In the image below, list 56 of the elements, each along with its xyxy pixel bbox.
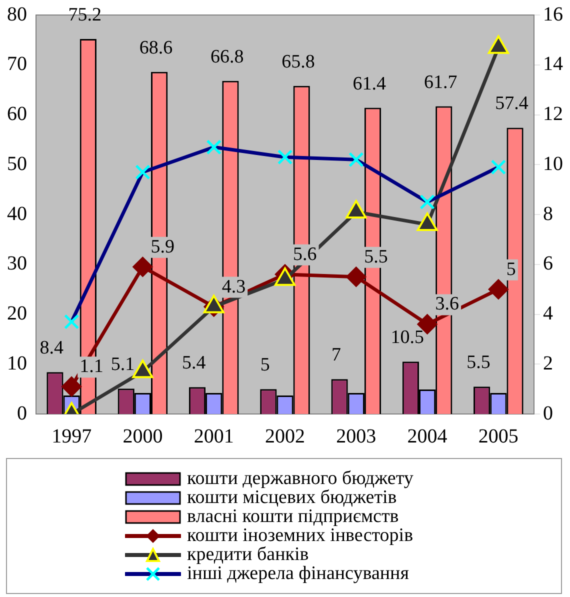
point <box>132 256 153 277</box>
x-tick-label: 2005 <box>478 425 518 448</box>
y2-tick-label: 12 <box>543 103 563 125</box>
y-tick-label: 20 <box>7 302 27 324</box>
legend-label: кредити банків <box>187 544 309 565</box>
point <box>346 266 366 287</box>
data-label: 5 <box>260 354 270 376</box>
y-tick-label: 70 <box>7 53 27 76</box>
y-tick-label: 60 <box>7 103 27 125</box>
data-label: 5.1 <box>110 354 135 376</box>
data-label: 4.3 <box>222 276 246 298</box>
data-label: 5.9 <box>150 236 174 258</box>
y-tick-label: 30 <box>7 252 27 275</box>
data-label: 5.5 <box>364 246 388 268</box>
y-tick-label: 40 <box>7 202 27 225</box>
x-tick-label: 2004 <box>407 425 448 448</box>
y-tick-label: 0 <box>17 402 27 424</box>
y2-tick-label: 2 <box>543 352 553 374</box>
data-label: 7 <box>331 344 341 366</box>
y2-tick-label: 0 <box>543 402 553 424</box>
data-label: 5 <box>506 258 516 280</box>
x-tick-label: 2003 <box>336 425 376 448</box>
data-label: 8.4 <box>40 338 64 359</box>
data-label: 61.7 <box>424 72 458 93</box>
data-label: 3.6 <box>435 294 460 315</box>
y-tick-label: 80 <box>7 3 27 26</box>
y2-tick-label: 14 <box>543 53 563 76</box>
data-label: 1.1 <box>80 356 104 378</box>
y-tick-label: 50 <box>7 152 27 175</box>
data-label: 66.8 <box>210 46 244 68</box>
legend-label: інші джерела фінансування <box>187 563 409 584</box>
legend-label: власні кошти підприємств <box>187 506 399 527</box>
y2-tick-label: 8 <box>543 202 553 225</box>
data-label: 65.8 <box>282 51 315 72</box>
data-label: 5.6 <box>293 244 317 265</box>
data-label: 61.4 <box>352 73 387 94</box>
legend-label: кошти державного бюджету <box>187 468 414 489</box>
data-label: 5.5 <box>466 352 490 374</box>
x-tick-label: 1997 <box>52 425 92 448</box>
legend-label: кошти іноземних інвесторів <box>187 525 414 546</box>
legend-label: кошти місцевих бюджетів <box>187 487 397 508</box>
y2-tick-label: 10 <box>543 152 563 175</box>
data-label: 57.4 <box>495 93 529 114</box>
data-label: 75.2 <box>68 4 102 26</box>
data-label: 10.5 <box>390 327 424 348</box>
y2-tick-label: 6 <box>543 252 553 275</box>
x-tick-label: 2001 <box>194 425 234 448</box>
y-tick-label: 10 <box>7 352 27 374</box>
data-label: 5.4 <box>182 352 206 374</box>
x-tick-label: 2000 <box>122 425 163 448</box>
data-label: 68.6 <box>139 37 173 58</box>
y2-tick-label: 4 <box>543 302 553 324</box>
point <box>488 279 508 300</box>
y2-tick-label: 16 <box>543 3 563 26</box>
point <box>62 376 82 397</box>
x-tick-label: 2002 <box>265 425 305 448</box>
